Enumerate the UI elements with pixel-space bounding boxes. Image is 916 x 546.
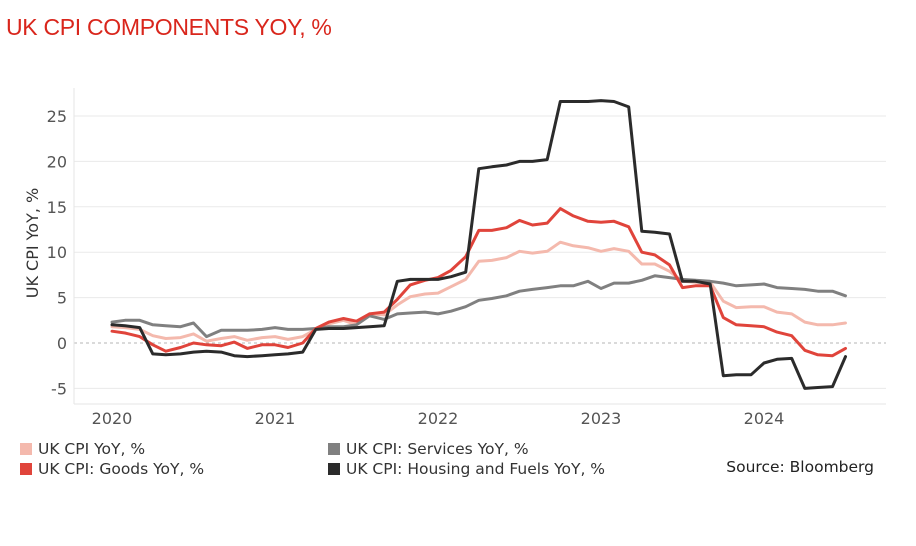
legend-item-services: UK CPI: Services YoY, % [328, 440, 529, 458]
legend-label-cpi: UK CPI YoY, % [38, 440, 146, 458]
legend-item-cpi: UK CPI YoY, % [20, 440, 145, 458]
series-line-1 [110, 240, 847, 343]
y-tick-label: 15 [47, 198, 67, 217]
y-tick-label: 10 [47, 243, 67, 262]
source-note: Source: Bloomberg [726, 458, 874, 476]
y-tick-label: 0 [57, 334, 67, 353]
axes: -5 0 5 10 15 20 25 2020 2021 2022 2023 2024 [47, 107, 785, 428]
y-tick-label: 25 [47, 107, 67, 126]
x-tick-label: 2023 [581, 409, 622, 428]
legend-item-housing: UK CPI: Housing and Fuels YoY, % [328, 460, 605, 478]
legend-label-goods: UK CPI: Goods YoY, % [38, 460, 205, 478]
y-tick-label: 5 [57, 289, 67, 308]
legend-item-goods: UK CPI: Goods YoY, % [20, 460, 204, 478]
x-tick-label: 2020 [92, 409, 133, 428]
series-line-3 [110, 207, 847, 358]
gridlines [73, 88, 886, 405]
series-line-2 [110, 274, 847, 339]
x-tick-label: 2021 [255, 409, 296, 428]
series-line-4 [110, 99, 847, 390]
legend-swatch-housing [328, 463, 340, 475]
x-tick-label: 2022 [418, 409, 459, 428]
y-axis-label: UK CPI YoY, % [23, 188, 42, 299]
y-tick-label: -5 [51, 379, 67, 398]
y-tick-label: 20 [47, 152, 67, 171]
legend-label-services: UK CPI: Services YoY, % [346, 440, 529, 458]
series-lines [110, 99, 847, 390]
chart-title: UK CPI COMPONENTS YOY, % [6, 14, 332, 40]
legend-label-housing: UK CPI: Housing and Fuels YoY, % [346, 460, 606, 478]
legend-swatch-cpi [20, 443, 32, 455]
x-tick-label: 2024 [744, 409, 785, 428]
legend-swatch-services [328, 443, 340, 455]
legend-swatch-goods [20, 463, 32, 475]
